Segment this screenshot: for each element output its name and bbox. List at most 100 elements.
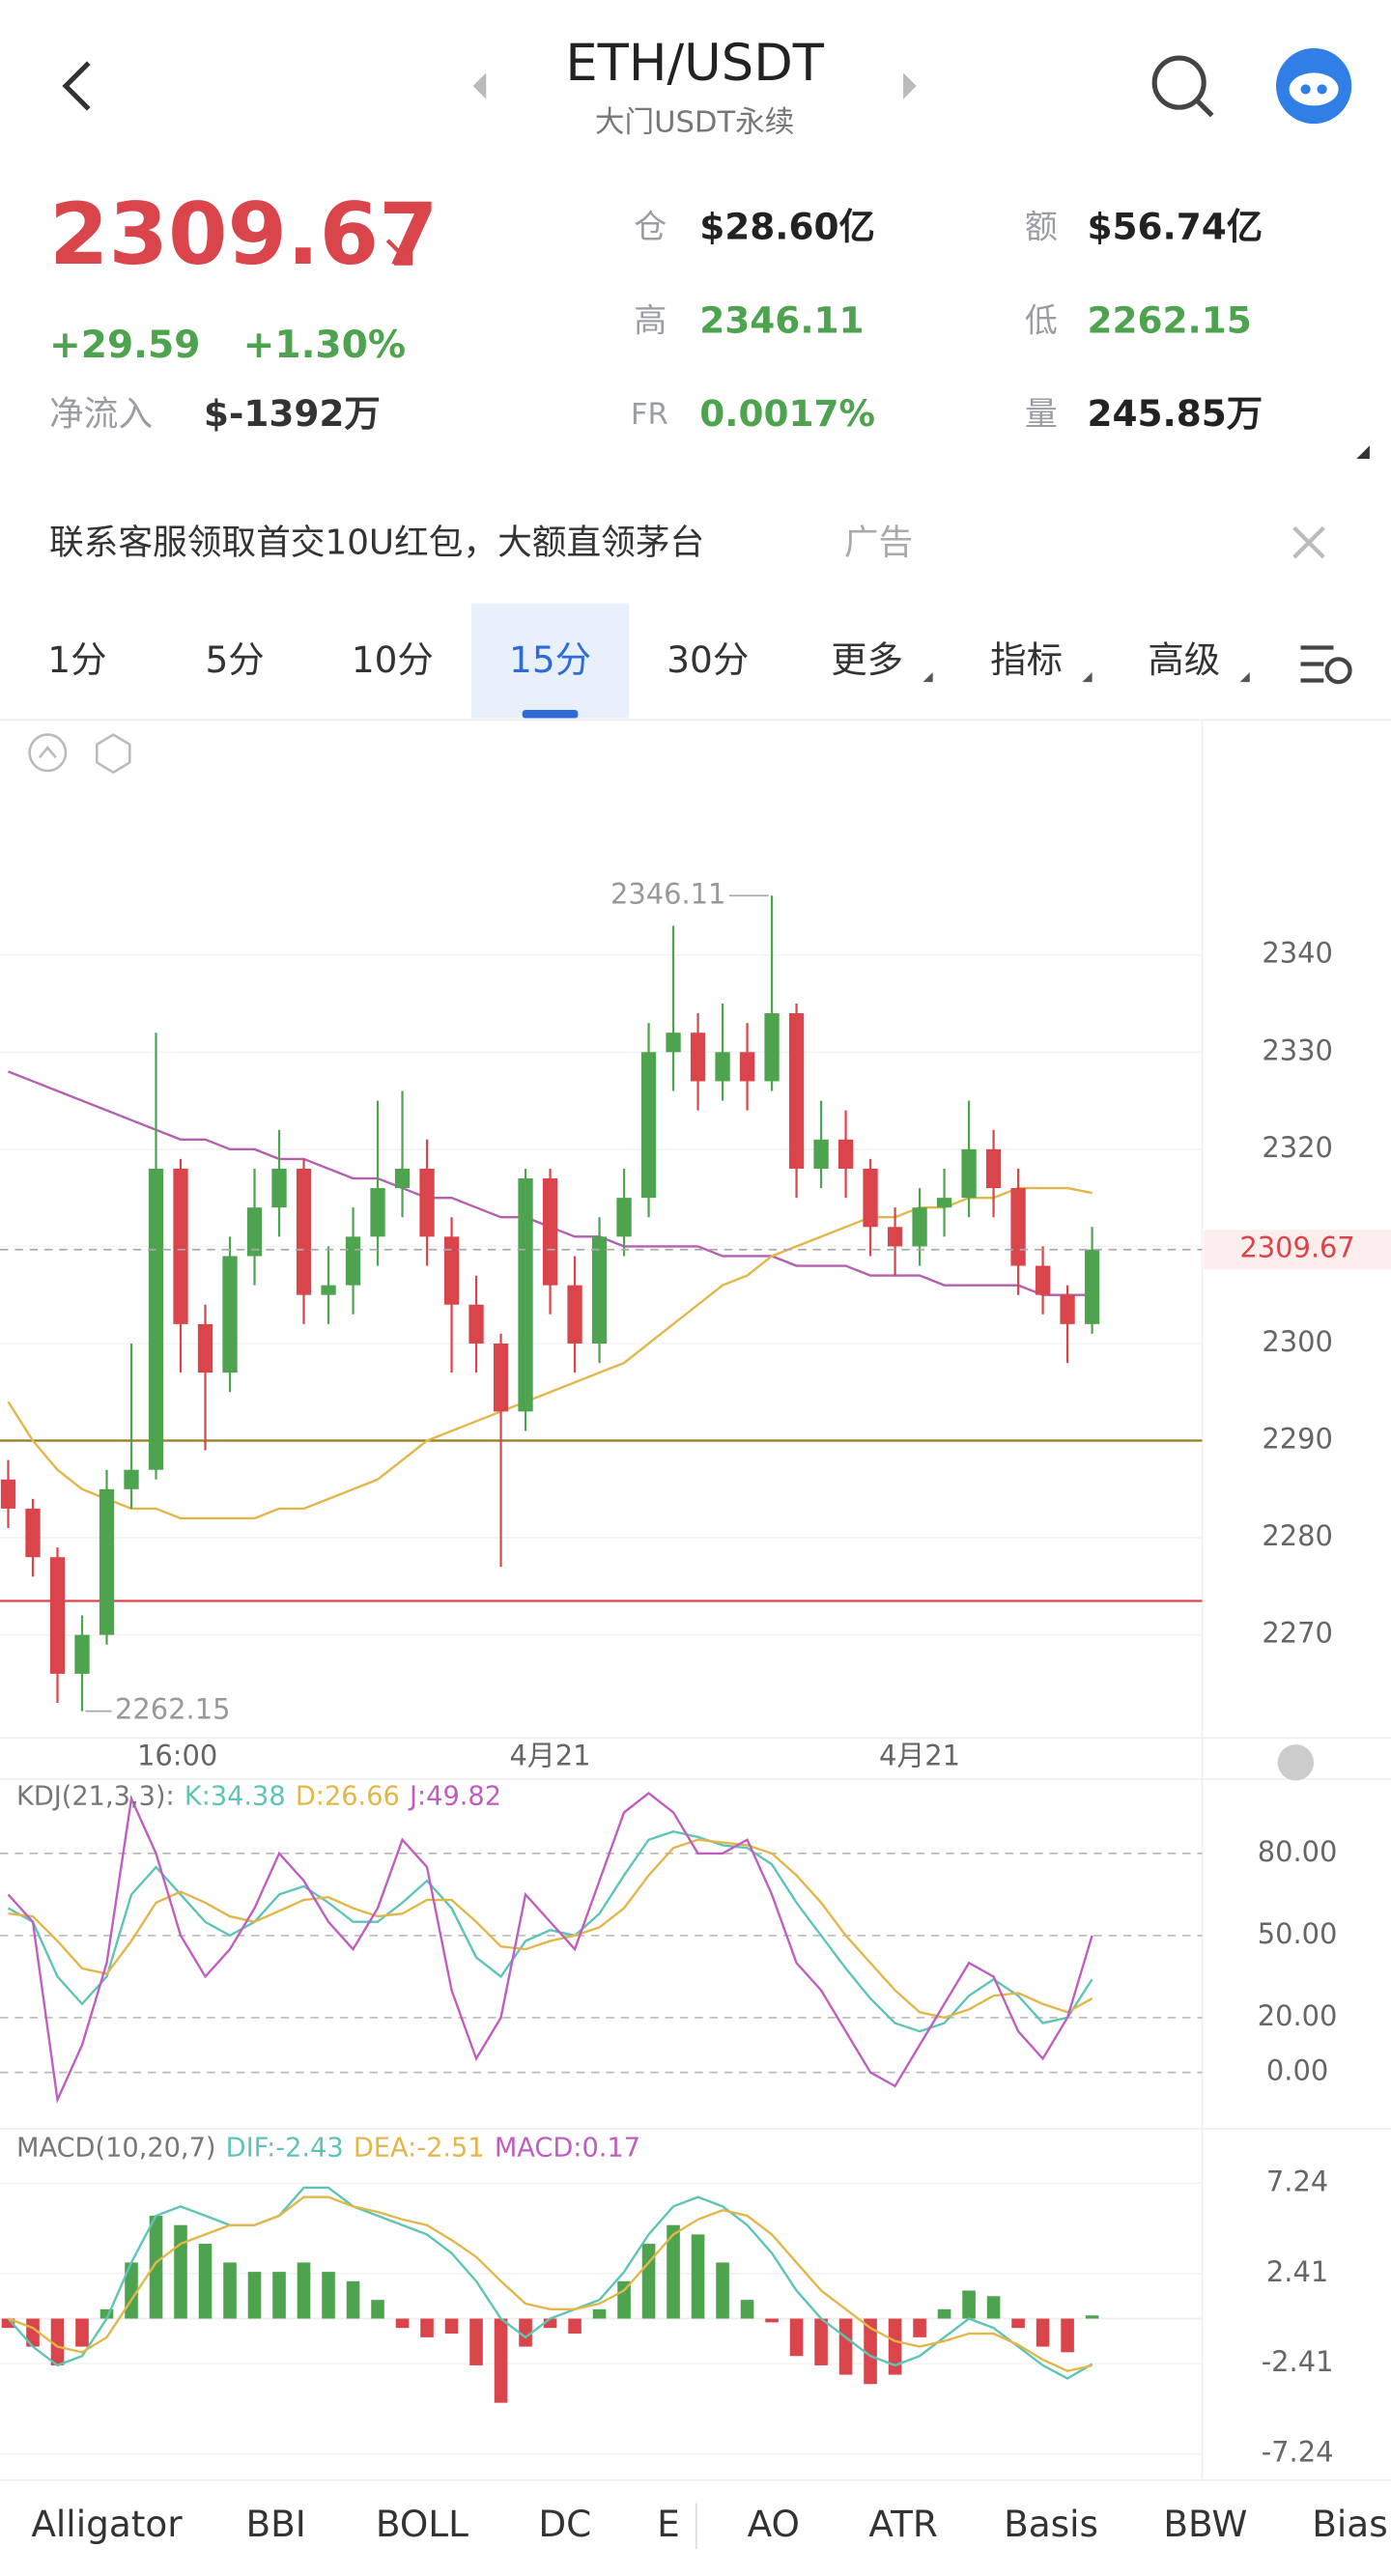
next-arrow[interactable] bbox=[903, 72, 917, 99]
pair-title: ETH/USDT bbox=[565, 34, 824, 93]
tab[interactable]: 指标 bbox=[990, 638, 1063, 681]
candle-body bbox=[394, 1168, 411, 1189]
macd-bar bbox=[962, 2290, 976, 2319]
back-button[interactable] bbox=[62, 61, 91, 111]
search-circle bbox=[1151, 55, 1206, 110]
down-arrow bbox=[385, 239, 413, 266]
indicator-tab[interactable]: BOLL bbox=[376, 2503, 468, 2545]
candle-body bbox=[1084, 1249, 1100, 1324]
y-tick-label: 50.00 bbox=[1258, 1917, 1338, 1950]
macd-bar bbox=[1, 2318, 15, 2329]
indicator-tab[interactable]: BBI bbox=[245, 2503, 305, 2545]
tab-dropdown bbox=[923, 671, 933, 683]
candle-body bbox=[25, 1508, 41, 1558]
macd-bar bbox=[75, 2318, 89, 2347]
tab[interactable]: 5分 bbox=[206, 638, 265, 681]
candle-body bbox=[961, 1148, 977, 1199]
candle-body bbox=[887, 1227, 903, 1247]
candle-body bbox=[222, 1256, 238, 1373]
tab[interactable]: 10分 bbox=[352, 638, 434, 681]
avatar-eye bbox=[1300, 84, 1311, 95]
low-annotation: 2262.15 bbox=[115, 1693, 230, 1726]
indicator-tab[interactable]: Bias bbox=[1312, 2503, 1387, 2545]
moving-average bbox=[7, 1186, 1093, 1520]
y-tick-label: 2.41 bbox=[1266, 2255, 1328, 2288]
active-tab-bg bbox=[470, 603, 630, 719]
macd-bar bbox=[494, 2318, 508, 2403]
search-icon[interactable] bbox=[1151, 55, 1214, 118]
candle-body bbox=[0, 1479, 16, 1509]
stat-value: 0.0017% bbox=[699, 392, 875, 435]
y-tick-label: 2280 bbox=[1262, 1519, 1333, 1552]
y-tick-label: 2270 bbox=[1262, 1617, 1333, 1650]
candle-body bbox=[936, 1198, 952, 1208]
x-tick-label: 4月21 bbox=[879, 1740, 960, 1772]
indicator-line bbox=[8, 2195, 1093, 2372]
macd-bar bbox=[789, 2318, 804, 2357]
macd-bar bbox=[99, 2308, 114, 2319]
macd-bar bbox=[420, 2318, 434, 2337]
macd-bar bbox=[667, 2224, 680, 2319]
collapse-button[interactable] bbox=[28, 733, 68, 773]
active-tab-indicator bbox=[522, 710, 579, 719]
y-tick-label: 2330 bbox=[1262, 1033, 1333, 1066]
candle-body bbox=[616, 1198, 632, 1237]
tab[interactable]: 1分 bbox=[47, 638, 106, 681]
y-tick-label: 80.00 bbox=[1258, 1835, 1338, 1868]
macd-bar bbox=[272, 2272, 286, 2319]
candle-body bbox=[640, 1052, 657, 1199]
macd-bar bbox=[469, 2318, 483, 2365]
pair-subtitle: 大门USDT永续 bbox=[595, 106, 794, 140]
tab[interactable]: 更多 bbox=[831, 638, 903, 681]
macd-bar bbox=[888, 2318, 902, 2375]
indicator-line bbox=[7, 2186, 1093, 2380]
legend-item: DIF:-2.43 bbox=[226, 2133, 344, 2163]
avatar[interactable] bbox=[1275, 47, 1352, 125]
prev-arrow[interactable] bbox=[472, 72, 487, 99]
macd-bar bbox=[740, 2300, 754, 2319]
macd-bar bbox=[444, 2318, 459, 2335]
ad-text[interactable]: 联系客服领取首交10U红包，大额直领茅台 bbox=[49, 523, 704, 562]
stat-value: 245.85万 bbox=[1087, 392, 1263, 435]
candle-body bbox=[99, 1488, 115, 1635]
candle-body bbox=[468, 1304, 484, 1344]
scroll-end-button[interactable] bbox=[1277, 1744, 1315, 1781]
y-tick-label: 2290 bbox=[1262, 1423, 1333, 1456]
expand-corner[interactable] bbox=[1356, 445, 1370, 459]
tab[interactable]: 30分 bbox=[667, 638, 749, 681]
indicator-tab[interactable]: E bbox=[657, 2503, 680, 2545]
settings-icon[interactable] bbox=[1300, 645, 1352, 685]
macd-bar bbox=[838, 2318, 853, 2375]
netflow-value: $-1392万 bbox=[204, 392, 381, 435]
candle-body bbox=[345, 1236, 361, 1286]
indicator-tab[interactable]: Basis bbox=[1004, 2503, 1098, 2545]
indicator-tab[interactable]: ATR bbox=[868, 2503, 938, 2545]
candle-body bbox=[296, 1168, 312, 1295]
macd-bar bbox=[247, 2272, 262, 2319]
stat-value: $56.74亿 bbox=[1087, 205, 1263, 247]
chart-settings[interactable] bbox=[96, 733, 131, 775]
macd-bar bbox=[913, 2318, 926, 2337]
stat-label: FR bbox=[631, 398, 668, 432]
candle-body bbox=[173, 1168, 188, 1324]
macd-bar bbox=[716, 2262, 729, 2319]
stat-value: 2346.11 bbox=[699, 298, 864, 341]
legend-item: KDJ(21,3,3): bbox=[16, 1781, 175, 1811]
indicator-tab[interactable]: AO bbox=[748, 2503, 800, 2545]
tab[interactable]: 15分 bbox=[509, 638, 591, 681]
macd-bar bbox=[322, 2272, 335, 2319]
avatar-face bbox=[1289, 72, 1339, 106]
candle-body bbox=[124, 1469, 139, 1489]
candle-body bbox=[739, 1052, 755, 1082]
legend-item: MACD(10,20,7) bbox=[16, 2133, 215, 2163]
tab[interactable]: 高级 bbox=[1148, 638, 1220, 681]
stat-value: 2262.15 bbox=[1087, 298, 1251, 341]
indicator-tab[interactable]: Alligator bbox=[31, 2503, 183, 2545]
macd-bar bbox=[223, 2262, 237, 2319]
macd-bar bbox=[149, 2216, 163, 2319]
indicator-tab[interactable]: DC bbox=[538, 2503, 591, 2545]
high-annotation: 2346.11 bbox=[610, 877, 725, 910]
indicator-tab[interactable]: BBW bbox=[1163, 2503, 1247, 2545]
candle-body bbox=[246, 1207, 263, 1257]
ad-close[interactable] bbox=[1292, 525, 1325, 559]
